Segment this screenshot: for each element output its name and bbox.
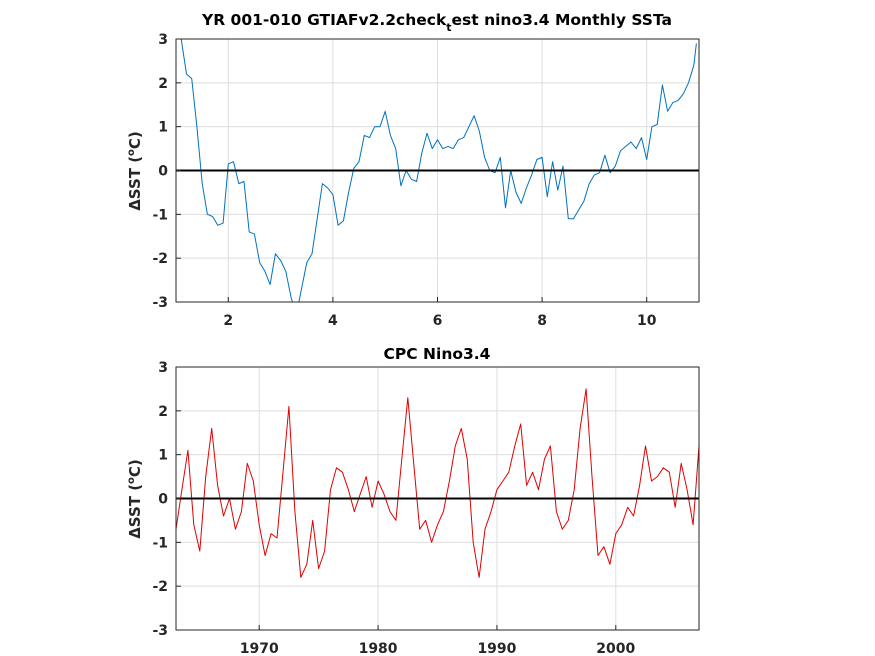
x-tick-label: 2000 [596, 641, 635, 656]
x-tick-label: 1990 [477, 641, 516, 656]
y-axis-label: ΔSST (oC) [126, 459, 144, 539]
y-tick-label: -3 [152, 623, 168, 639]
y-tick-label: -2 [152, 251, 168, 267]
y-tick-labels: -3 -2 -1 0 1 2 3 [152, 360, 168, 639]
series-group [176, 388, 699, 578]
x-tick-label: 10 [637, 313, 657, 329]
series-line [176, 388, 699, 578]
x-tick-labels: 2 4 6 8 10 [223, 313, 656, 329]
y-tick-label: -1 [152, 207, 168, 223]
x-tick-label: 1970 [240, 641, 279, 656]
y-tick-label: 2 [158, 404, 168, 420]
x-tick-label: 8 [537, 313, 547, 329]
panel-model: -3 -2 -1 0 1 2 3 2 4 6 8 10 YR 001-010 GTIAFv2.2ch… [126, 11, 700, 329]
y-tick-label: 3 [158, 360, 168, 376]
y-tick-labels: -3 -2 -1 0 1 2 3 [152, 32, 168, 311]
x-tick-label: 6 [433, 313, 443, 329]
y-tick-label: 0 [158, 164, 168, 180]
x-tick-label: 2 [223, 313, 233, 329]
chart-title: CPC Nino3.4 [384, 345, 491, 363]
y-tick-label: 0 [158, 492, 168, 508]
x-tick-label: 1980 [359, 641, 398, 656]
y-tick-label: -1 [152, 535, 168, 551]
chart-title: YR 001-010 GTIAFv2.2checktest nino3.4 Mo… [201, 11, 672, 34]
y-tick-label: 3 [158, 32, 168, 48]
y-tick-label: 1 [158, 120, 168, 136]
x-tick-label: 4 [328, 313, 338, 329]
x-tick-labels: 1970 1980 1990 2000 [240, 641, 636, 656]
y-tick-label: -3 [152, 295, 168, 311]
y-tick-label: -2 [152, 579, 168, 595]
y-tick-label: 1 [158, 448, 168, 464]
y-tick-label: 2 [158, 76, 168, 92]
y-axis-label: ΔSST (oC) [126, 131, 144, 211]
